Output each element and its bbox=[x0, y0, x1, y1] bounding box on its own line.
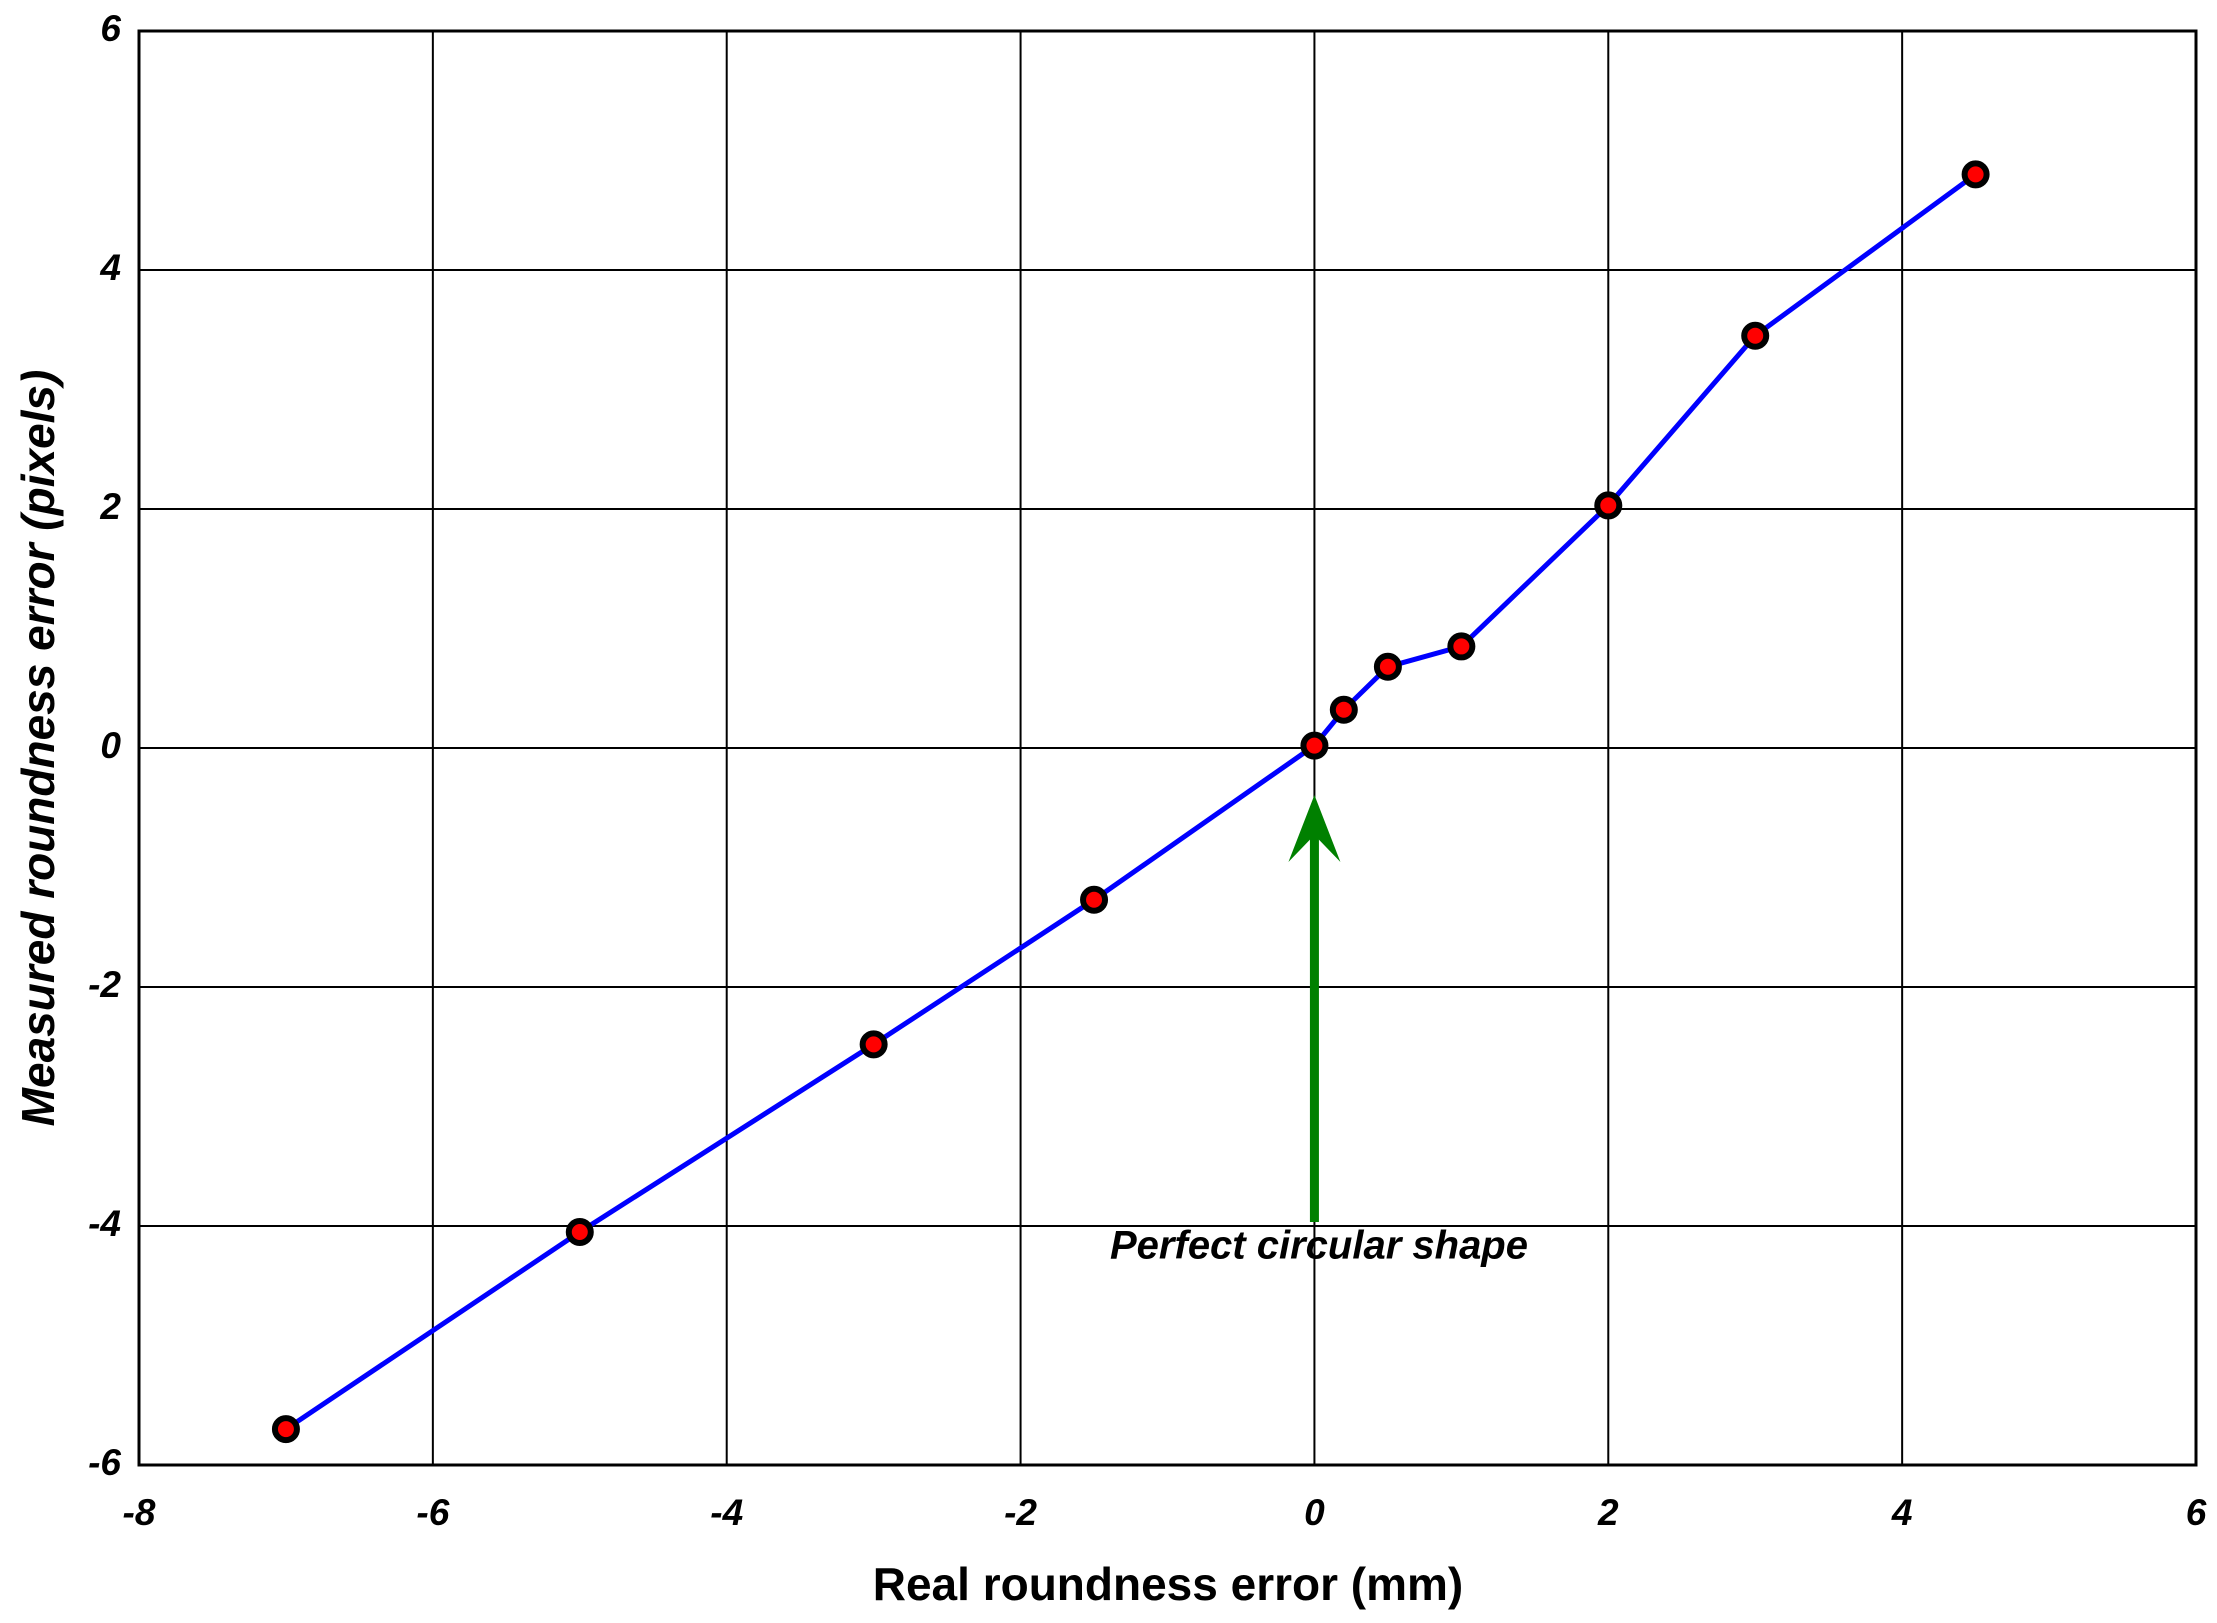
data-point bbox=[859, 1030, 888, 1059]
x-tick-label: -6 bbox=[416, 1492, 449, 1533]
data-point bbox=[1373, 652, 1402, 681]
data-point bbox=[1447, 632, 1476, 661]
x-tick-label: -4 bbox=[710, 1492, 743, 1533]
x-tick-label: 2 bbox=[1597, 1492, 1619, 1533]
x-tick-label: 4 bbox=[1891, 1492, 1913, 1533]
data-point bbox=[1594, 491, 1623, 520]
x-tick-label: 6 bbox=[2186, 1492, 2207, 1533]
data-point bbox=[1961, 160, 1990, 189]
data-point bbox=[565, 1217, 594, 1246]
y-tick-label: -2 bbox=[88, 964, 121, 1005]
data-point bbox=[1300, 731, 1329, 760]
y-tick-label: 6 bbox=[100, 8, 121, 49]
annotation: Perfect circular shape bbox=[1110, 1224, 1528, 1268]
x-axis-label: Real roundness error (mm) bbox=[873, 1558, 1463, 1610]
data-point bbox=[1080, 885, 1109, 914]
annotation-arrowhead bbox=[1288, 795, 1341, 862]
y-tick-label: -4 bbox=[88, 1203, 121, 1244]
y-tick-label: -6 bbox=[88, 1442, 121, 1483]
y-tick-label: 0 bbox=[100, 725, 121, 766]
data-point bbox=[1741, 321, 1770, 350]
x-tick-label: 0 bbox=[1304, 1492, 1325, 1533]
y-tick-label: 2 bbox=[99, 486, 121, 527]
x-tick-label: -8 bbox=[123, 1492, 156, 1533]
plot-frame bbox=[137, 29, 2198, 1467]
data-point bbox=[1329, 695, 1358, 724]
y-axis-label: Measured roundness error (pixels) bbox=[12, 370, 64, 1127]
y-tick-label: 4 bbox=[99, 247, 121, 288]
x-tick-label: -2 bbox=[1004, 1492, 1037, 1533]
data-point bbox=[271, 1415, 300, 1444]
